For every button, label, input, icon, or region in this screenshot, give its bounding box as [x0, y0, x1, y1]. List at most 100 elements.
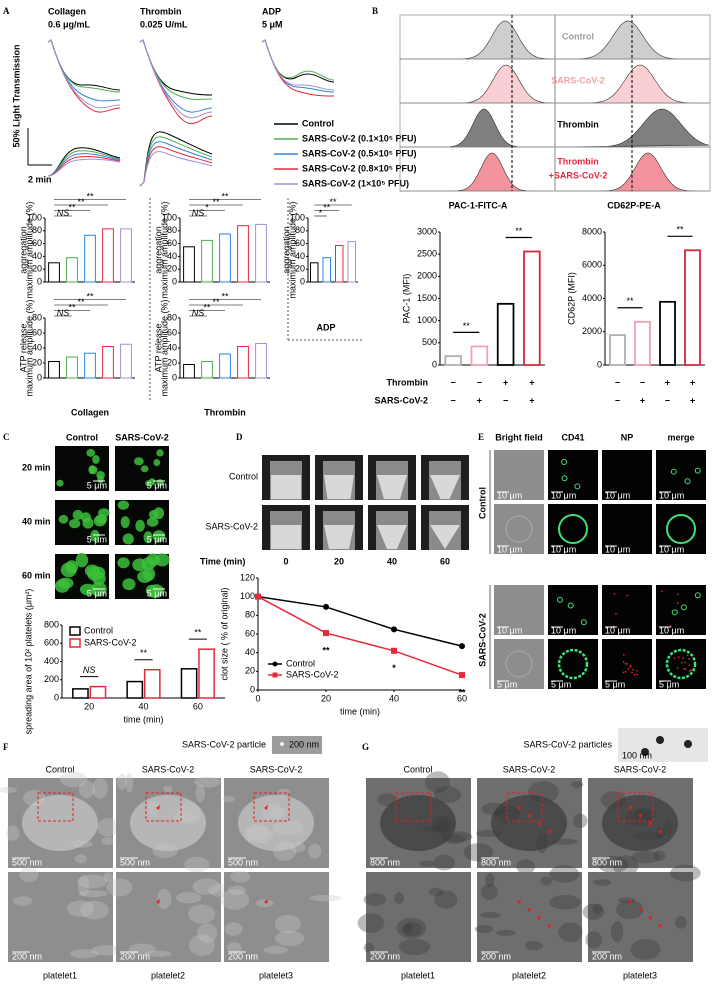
scale-label: 500 nm: [120, 857, 150, 867]
roi-box: [617, 792, 654, 822]
y-tick-label: 40: [245, 647, 255, 657]
scale-label: 5 μm: [147, 534, 167, 544]
y-axis-label: ATP release: [18, 324, 28, 373]
legend-marker: [272, 661, 278, 667]
scale-label: 800 nm: [481, 857, 511, 867]
bar: [66, 257, 78, 283]
condition-sign: +: [690, 395, 695, 405]
condition-sign: +: [529, 377, 534, 387]
histogram-label: Control: [562, 31, 594, 41]
clot: [324, 475, 354, 499]
condition-label: Thrombin: [387, 377, 429, 387]
texture: [363, 893, 387, 906]
point: [391, 647, 397, 654]
texture: [67, 900, 95, 917]
x-tick-label: 40: [138, 701, 148, 711]
cell: [145, 480, 154, 487]
texture: [653, 850, 666, 861]
significance: **: [68, 302, 76, 312]
arrowhead: [658, 829, 662, 834]
texture: [192, 878, 221, 895]
bar: [322, 257, 331, 283]
texture: [597, 855, 629, 874]
scale-label: 10 μm: [497, 625, 522, 635]
y-tick-label: 2500: [417, 249, 437, 259]
y-tick-label: 20: [32, 357, 42, 367]
np-signal: [636, 669, 639, 672]
cell: [58, 514, 69, 524]
texture: [74, 854, 87, 864]
cell: [98, 508, 110, 518]
significance: **: [322, 645, 330, 655]
aggregation-trace: [261, 39, 335, 91]
cell: [120, 516, 130, 529]
condition-sign: −: [640, 377, 645, 387]
y-tick-label: 2000: [582, 326, 602, 336]
texture: [176, 892, 202, 904]
texture: [60, 771, 88, 788]
condition-sign: −: [477, 377, 482, 387]
legend-label: SARS-CoV-2: [286, 669, 339, 679]
point: [255, 593, 261, 600]
y-tick-label: 120: [240, 572, 255, 582]
texture: [163, 785, 173, 793]
texture: [630, 939, 661, 960]
histogram: [400, 152, 554, 192]
significance: **: [221, 291, 229, 301]
texture: [78, 875, 90, 897]
atp-trace: [139, 151, 213, 187]
significance: **: [86, 191, 94, 201]
arrowhead: [638, 813, 642, 818]
y-tick-label: 20: [32, 264, 42, 274]
bar: [255, 223, 267, 283]
roi-box: [253, 792, 290, 822]
arrowhead: [527, 813, 531, 818]
histogram: [400, 64, 555, 104]
panel-letter: G: [362, 742, 369, 752]
significance: **: [212, 197, 220, 207]
y-tick-label: 80: [295, 225, 305, 235]
texture: [227, 942, 242, 954]
y-tick-label: 60: [167, 238, 177, 248]
clot: [430, 525, 460, 549]
texture: [433, 854, 456, 871]
cell: [117, 557, 130, 569]
column-label: SARS-CoV-2: [115, 432, 169, 442]
cell: [145, 584, 158, 597]
platelet: [380, 795, 456, 851]
texture: [256, 899, 274, 908]
x-tick-label: 40: [389, 693, 399, 703]
cell: [132, 558, 147, 572]
aggregation-trace: [47, 39, 121, 91]
scale-label: 5 μm: [659, 679, 679, 689]
legend-label: Control: [302, 118, 334, 128]
texture: [0, 786, 17, 794]
texture: [6, 825, 20, 841]
micrograph: [55, 446, 109, 491]
scale-label: 10 μm: [551, 625, 576, 635]
column-label: Control: [45, 764, 74, 774]
texture: [582, 903, 605, 920]
cell: [135, 519, 145, 532]
significance: **: [86, 291, 94, 301]
np-signal: [615, 612, 617, 615]
significance: **: [212, 297, 220, 307]
cell: [153, 507, 165, 520]
column-label: SARS-CoV-2: [142, 764, 195, 774]
y-tick-label: 80: [167, 225, 177, 235]
group-label: ADP: [316, 322, 335, 332]
scale-label: 10 μm: [659, 625, 684, 635]
texture: [474, 925, 494, 934]
texture: [184, 856, 210, 873]
significance: NS: [57, 308, 70, 318]
point: [459, 643, 465, 650]
em-image: [588, 872, 693, 962]
np-signal: [686, 654, 689, 657]
texture: [106, 878, 133, 897]
y-tick-label: 60: [167, 327, 177, 337]
texture: [481, 883, 498, 901]
bar: [84, 234, 96, 283]
texture: [485, 872, 495, 888]
texture: [116, 773, 127, 791]
agonist-name: Thrombin: [140, 6, 182, 16]
